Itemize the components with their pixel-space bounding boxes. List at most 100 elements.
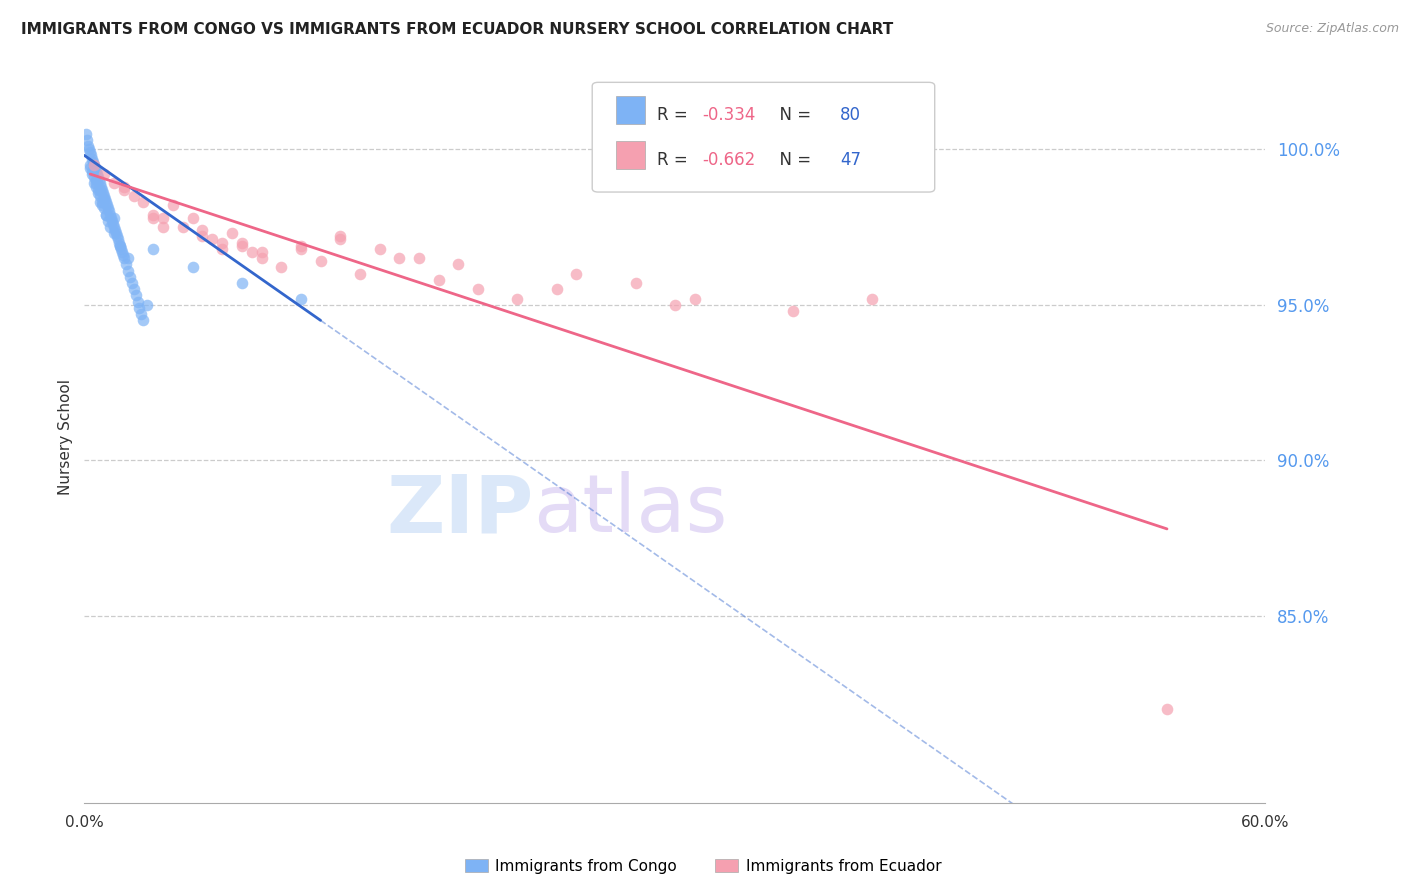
Point bbox=[83, 158, 105, 172]
Point bbox=[132, 195, 155, 210]
Point bbox=[447, 257, 470, 271]
Point bbox=[162, 198, 184, 212]
Point bbox=[91, 186, 114, 200]
Point bbox=[683, 292, 706, 306]
Point bbox=[91, 183, 114, 197]
Point bbox=[94, 208, 117, 222]
Point bbox=[84, 164, 107, 178]
Point bbox=[110, 242, 132, 256]
Point bbox=[86, 167, 108, 181]
Point bbox=[112, 179, 135, 194]
Point bbox=[111, 248, 134, 262]
Point bbox=[89, 189, 111, 203]
Point bbox=[117, 251, 139, 265]
Point bbox=[104, 223, 127, 237]
Point bbox=[87, 183, 110, 197]
Point bbox=[136, 298, 159, 312]
Bar bbox=[616, 96, 645, 124]
Point bbox=[132, 313, 155, 327]
Point bbox=[506, 292, 529, 306]
Point bbox=[240, 244, 263, 259]
Point bbox=[172, 219, 194, 234]
Point bbox=[93, 167, 115, 181]
Point bbox=[565, 267, 588, 281]
Point bbox=[80, 148, 103, 162]
Point bbox=[79, 145, 101, 160]
Text: R =: R = bbox=[657, 151, 693, 169]
Point bbox=[201, 232, 224, 246]
Point bbox=[128, 301, 150, 315]
Point bbox=[122, 189, 145, 203]
Point bbox=[100, 211, 122, 225]
Point bbox=[108, 238, 131, 252]
Point bbox=[89, 173, 111, 187]
Point bbox=[181, 211, 204, 225]
Text: N =: N = bbox=[769, 105, 817, 124]
Point bbox=[107, 232, 129, 246]
Text: atlas: atlas bbox=[533, 471, 727, 549]
Point bbox=[97, 202, 120, 216]
Point bbox=[664, 298, 686, 312]
Bar bbox=[616, 142, 645, 169]
Point bbox=[108, 235, 131, 250]
Point bbox=[112, 251, 135, 265]
Point bbox=[427, 273, 450, 287]
Point bbox=[96, 198, 118, 212]
Point bbox=[231, 235, 253, 250]
Point bbox=[87, 170, 110, 185]
Point bbox=[290, 238, 312, 252]
Point bbox=[91, 195, 114, 210]
Text: 47: 47 bbox=[841, 151, 862, 169]
Point bbox=[90, 179, 112, 194]
Point bbox=[79, 161, 101, 175]
Point bbox=[83, 177, 105, 191]
Point bbox=[89, 195, 111, 210]
Point bbox=[84, 173, 107, 187]
Text: N =: N = bbox=[769, 151, 817, 169]
Point bbox=[221, 226, 243, 240]
Point bbox=[117, 263, 139, 277]
Point bbox=[79, 158, 101, 172]
Point bbox=[250, 251, 273, 265]
Point bbox=[93, 189, 115, 203]
Text: -0.334: -0.334 bbox=[702, 105, 755, 124]
Point bbox=[211, 235, 233, 250]
Point bbox=[114, 257, 136, 271]
Point bbox=[98, 208, 121, 222]
Point bbox=[82, 164, 104, 178]
Point bbox=[94, 208, 117, 222]
Y-axis label: Nursery School: Nursery School bbox=[58, 379, 73, 495]
Point bbox=[231, 276, 253, 290]
Point bbox=[191, 223, 214, 237]
Point bbox=[76, 133, 98, 147]
Point bbox=[84, 179, 107, 194]
Text: Source: ZipAtlas.com: Source: ZipAtlas.com bbox=[1265, 22, 1399, 36]
Point bbox=[105, 229, 128, 244]
Point bbox=[104, 226, 127, 240]
Point bbox=[84, 161, 107, 175]
Point bbox=[546, 282, 568, 296]
Point bbox=[290, 242, 312, 256]
Point bbox=[101, 213, 124, 227]
Point bbox=[112, 183, 135, 197]
Point bbox=[103, 211, 125, 225]
Point bbox=[103, 177, 125, 191]
Point bbox=[127, 294, 149, 309]
Point bbox=[108, 238, 131, 252]
Point bbox=[82, 167, 104, 181]
Point bbox=[270, 260, 292, 275]
Point bbox=[98, 219, 121, 234]
Point bbox=[152, 219, 174, 234]
Point bbox=[309, 254, 332, 268]
Point bbox=[181, 260, 204, 275]
Point bbox=[93, 192, 115, 206]
Point bbox=[77, 139, 100, 153]
Point bbox=[142, 242, 165, 256]
FancyBboxPatch shape bbox=[592, 82, 935, 192]
Text: IMMIGRANTS FROM CONGO VS IMMIGRANTS FROM ECUADOR NURSERY SCHOOL CORRELATION CHAR: IMMIGRANTS FROM CONGO VS IMMIGRANTS FROM… bbox=[21, 22, 893, 37]
Point bbox=[122, 282, 145, 296]
Point bbox=[101, 217, 124, 231]
Point bbox=[131, 307, 153, 321]
Point bbox=[1156, 702, 1178, 716]
Point bbox=[82, 152, 104, 166]
